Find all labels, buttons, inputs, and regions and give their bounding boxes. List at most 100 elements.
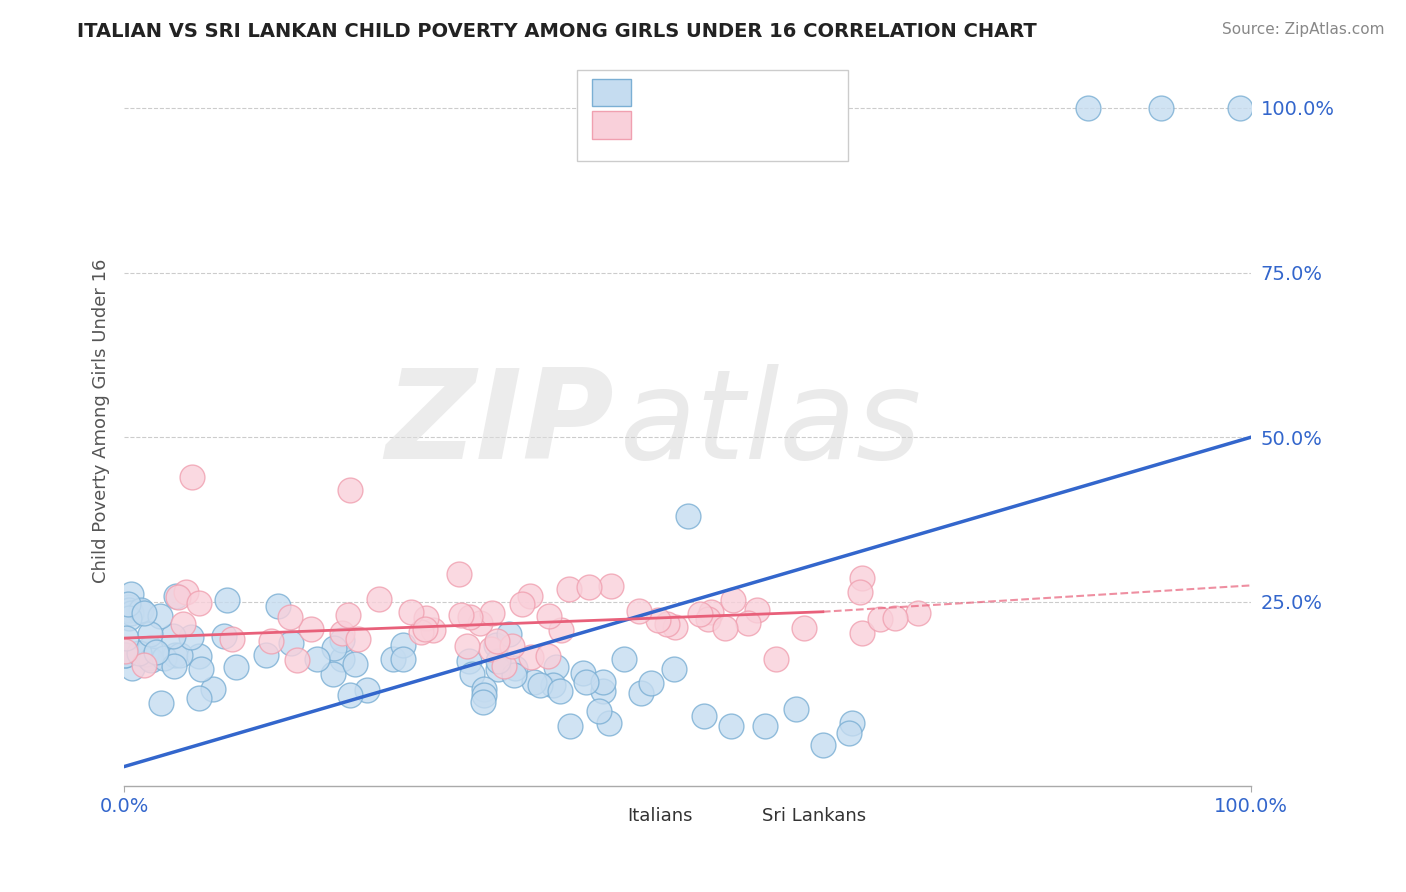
Point <box>190 662 212 676</box>
Point <box>285 652 308 666</box>
Point <box>714 621 737 635</box>
Point <box>280 610 302 624</box>
Point <box>664 620 686 634</box>
Point <box>149 696 172 710</box>
Point <box>793 621 815 635</box>
Point <box>522 675 544 690</box>
Point <box>135 647 157 661</box>
Point <box>330 632 353 647</box>
Point <box>134 606 156 620</box>
Y-axis label: Child Poverty Among Girls Under 16: Child Poverty Among Girls Under 16 <box>93 259 110 582</box>
Text: R = 0.513: R = 0.513 <box>645 83 744 102</box>
Point <box>330 625 353 640</box>
Point <box>149 608 172 623</box>
Point <box>588 704 610 718</box>
Point <box>838 726 860 740</box>
Point <box>162 629 184 643</box>
Point <box>851 625 873 640</box>
Point <box>550 623 572 637</box>
Point <box>201 681 224 696</box>
Point <box>558 719 581 733</box>
Point <box>627 604 650 618</box>
Point <box>1150 101 1173 115</box>
Point <box>330 651 353 665</box>
Point <box>450 608 472 623</box>
Point <box>572 665 595 680</box>
Point <box>118 602 141 616</box>
Point <box>461 667 484 681</box>
Point <box>598 715 620 730</box>
Point <box>765 652 787 666</box>
Point <box>139 627 162 641</box>
Text: atlas: atlas <box>620 364 922 485</box>
FancyBboxPatch shape <box>727 806 755 827</box>
FancyBboxPatch shape <box>592 78 631 106</box>
Point <box>737 616 759 631</box>
Point <box>512 597 534 611</box>
Point <box>134 657 156 672</box>
Point <box>592 684 614 698</box>
Point <box>907 607 929 621</box>
Point <box>212 629 235 643</box>
Point <box>114 603 136 617</box>
Point <box>574 674 596 689</box>
Point <box>485 638 508 652</box>
Point <box>120 606 142 620</box>
Point <box>163 658 186 673</box>
Point <box>299 622 322 636</box>
Point <box>851 571 873 585</box>
Text: Source: ZipAtlas.com: Source: ZipAtlas.com <box>1222 22 1385 37</box>
Point <box>676 509 699 524</box>
Point <box>544 660 567 674</box>
Point <box>848 585 870 599</box>
Point <box>754 719 776 733</box>
Point <box>322 667 344 681</box>
Point <box>485 633 508 648</box>
Point <box>339 483 361 497</box>
Point <box>640 676 662 690</box>
Point <box>537 649 560 664</box>
Point <box>166 590 188 604</box>
Point <box>343 657 366 671</box>
Point <box>322 640 344 655</box>
Point <box>488 654 510 668</box>
Point <box>457 654 479 668</box>
Point <box>129 603 152 617</box>
Point <box>1229 101 1251 115</box>
Point <box>254 648 277 663</box>
Point <box>468 616 491 631</box>
Point <box>449 567 471 582</box>
FancyBboxPatch shape <box>592 806 620 827</box>
Point <box>188 596 211 610</box>
Point <box>689 607 711 622</box>
Point <box>188 649 211 664</box>
Point <box>187 691 209 706</box>
Point <box>381 652 404 666</box>
Point <box>165 589 187 603</box>
Point <box>169 648 191 663</box>
Point <box>415 611 437 625</box>
Point <box>118 610 141 624</box>
Point <box>537 608 560 623</box>
Text: N = 94: N = 94 <box>755 83 824 102</box>
Point <box>720 718 742 732</box>
Point <box>813 739 835 753</box>
Point <box>492 658 515 673</box>
Point <box>745 603 768 617</box>
Point <box>869 611 891 625</box>
Text: Italians: Italians <box>627 807 692 825</box>
Text: R = 0.168: R = 0.168 <box>645 116 744 135</box>
Point <box>696 612 718 626</box>
Point <box>472 681 495 696</box>
Point <box>785 702 807 716</box>
Point <box>884 610 907 624</box>
Point <box>409 625 432 640</box>
Point <box>180 630 202 644</box>
Point <box>128 646 150 660</box>
Point <box>458 610 481 624</box>
Point <box>548 684 571 698</box>
Point <box>486 662 509 676</box>
Point <box>139 653 162 667</box>
Point <box>115 632 138 646</box>
Point <box>630 686 652 700</box>
